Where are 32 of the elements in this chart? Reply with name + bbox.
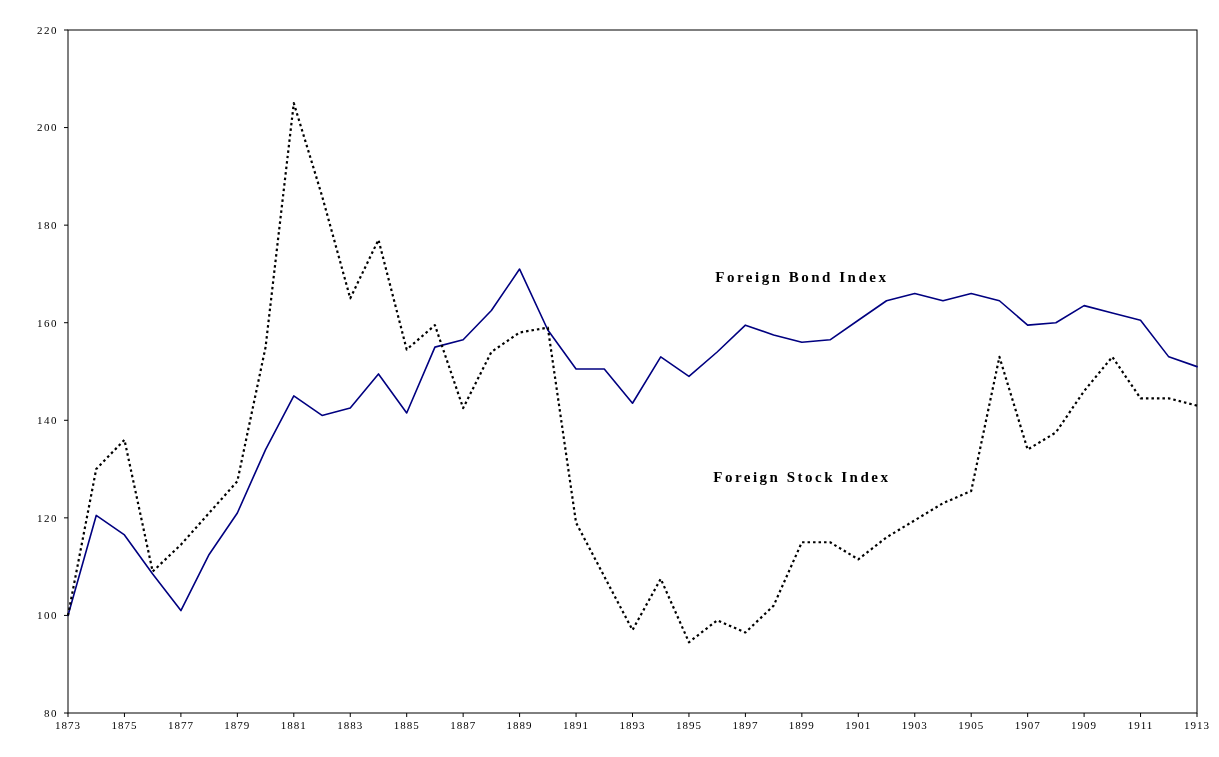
y-tick-label: 80 [44,706,58,719]
y-tick-label: 100 [37,609,58,622]
y-tick-label: 160 [37,316,58,329]
x-tick-label: 1891 [563,719,590,731]
x-tick-label: 1877 [167,719,194,731]
x-tick-label: 1889 [506,719,533,731]
text: Foreign Stock Index [713,469,891,486]
x-tick-label: 1893 [619,719,646,731]
y-tick-label: 220 [37,23,58,36]
y-tick-label: 120 [37,511,58,524]
x-tick-label: 1907 [1014,719,1041,731]
x-tick-label: 1909 [1071,719,1098,731]
x-tick-label: 1875 [111,719,138,731]
x-tick-label: 1881 [280,719,307,731]
y-tick-label: 180 [37,218,58,231]
x-tick-label: 1897 [732,719,759,731]
line-series [67,268,1198,617]
x-tick-label: 1895 [675,719,702,731]
x-tick-label: 1887 [450,719,477,731]
x-tick-label: 1903 [901,719,928,731]
x-tick-label: 1913 [1184,719,1210,731]
x-tick-label: 1873 [55,719,81,731]
y-tick-label: 200 [37,121,58,134]
x-tick-label: 1905 [958,719,985,731]
x-tick-label: 1879 [224,719,251,731]
x-tick-label: 1885 [393,719,420,731]
series-label: Foreign Bond Index [715,269,889,286]
x-tick-label: 1901 [845,719,872,731]
x-tick-label: 1899 [788,719,815,731]
x-tick-label: 1911 [1127,719,1154,731]
y-tick-label: 140 [37,414,58,427]
x-tick-label: 1883 [337,719,364,731]
